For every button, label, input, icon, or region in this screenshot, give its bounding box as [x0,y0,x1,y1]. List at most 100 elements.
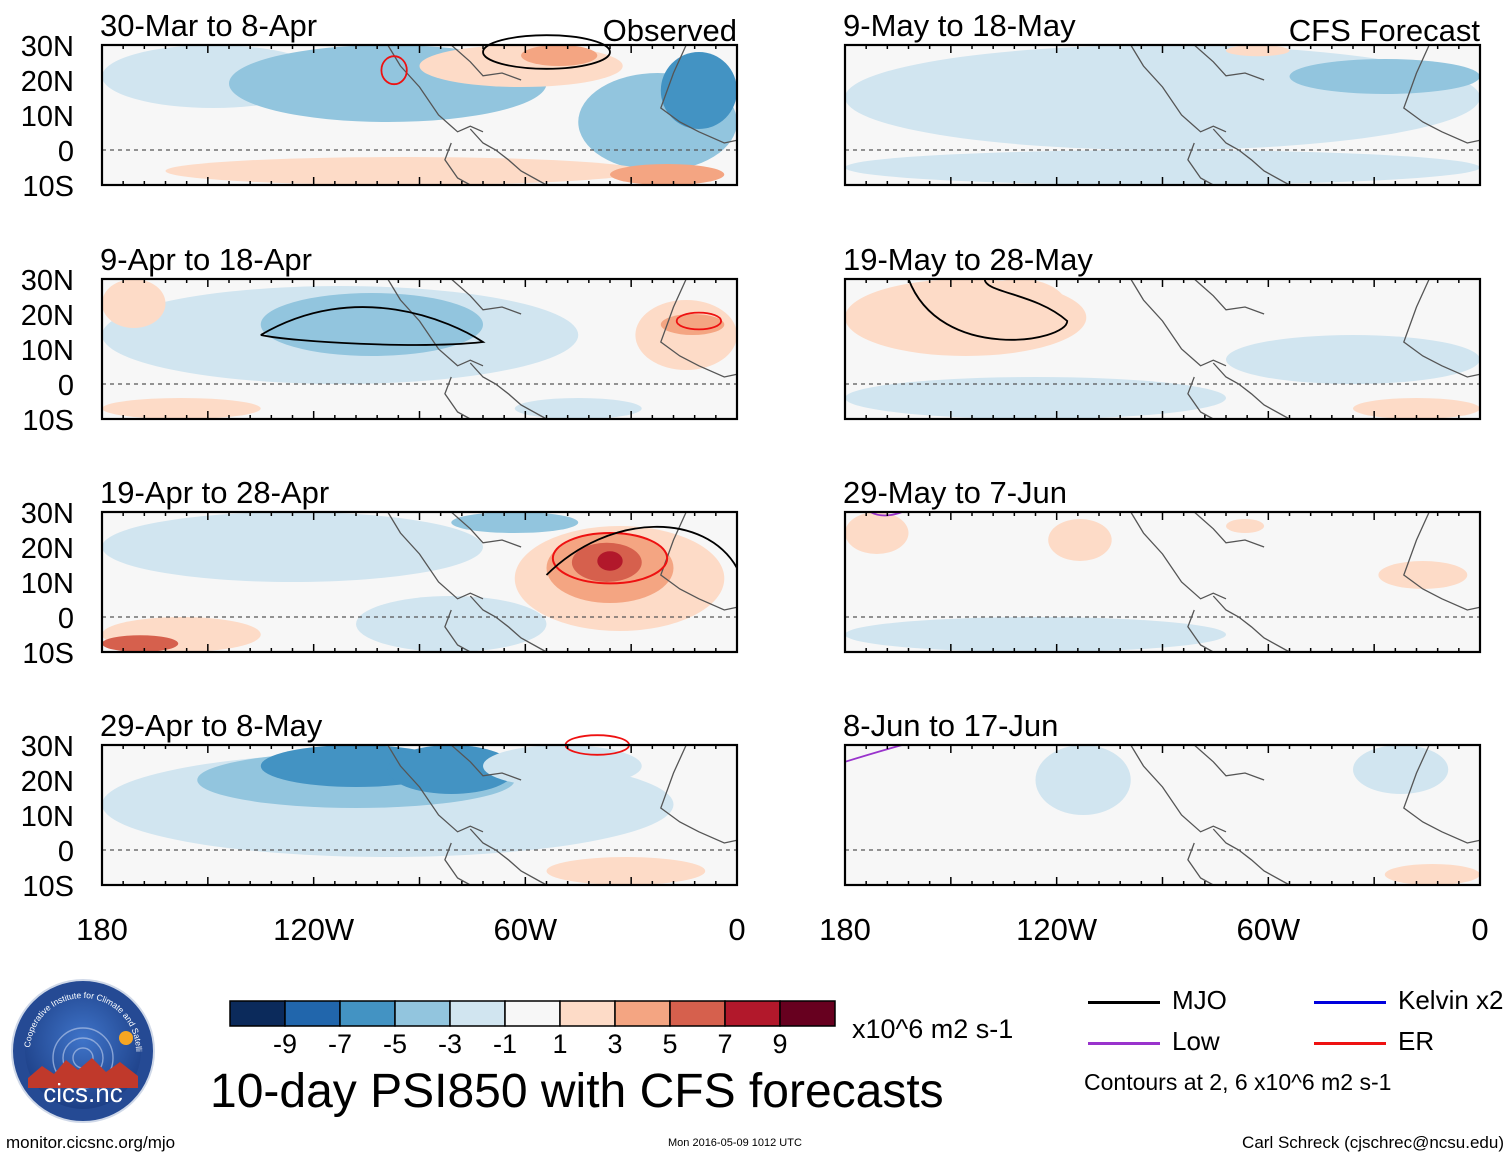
logo-text: cics.nc [43,1078,122,1108]
coastline [1187,609,1214,653]
panel-period: 19-Apr to 28-Apr [100,475,329,510]
colorbar-swatch [394,1000,451,1027]
coastline [1212,595,1290,653]
coastline [444,842,471,886]
coastline [1212,128,1290,186]
legend-label: ER [1398,1026,1435,1056]
colorbar-label: -1 [492,1029,518,1059]
colorbar-label: -3 [437,1029,463,1059]
colorbar-label: 5 [662,1029,678,1059]
colorbar-swatch [669,1000,726,1027]
coastline [387,744,484,833]
coastline [469,128,547,186]
anomaly-shading [1353,745,1449,794]
map-panel: 8-Jun to 17-Jun [843,708,1482,887]
lon-tick-label: 0 [728,912,745,947]
lat-tick-label: 10N [21,568,74,600]
lat-tick-label: 30N [21,31,74,63]
timestamp: Mon 2016-05-09 1012 UTC [668,1137,802,1149]
anomaly-shading [102,398,261,419]
coastline [1212,828,1290,886]
anomaly-shading [483,745,642,787]
coastline [450,278,522,315]
coastline [387,278,484,367]
panel-period: 30-Mar to 8-Apr [100,8,317,43]
lat-tick-label: 0 [58,603,74,635]
anomaly-shading [845,617,1226,652]
coastline [469,362,547,420]
colorbar-swatch [504,1000,561,1027]
anomaly-shading [597,551,623,571]
website-link[interactable]: monitor.cicsnc.org/mjo [6,1133,176,1152]
lat-tick-label: 10S [22,871,74,903]
colorbar-label: 3 [607,1029,623,1059]
coastline [1403,511,1481,611]
colorbar-swatch [724,1000,781,1027]
coastline [1193,744,1265,781]
coastline [1187,142,1214,186]
colorbar-label: -9 [272,1029,298,1059]
contour-note: Contours at 2, 6 x10^6 m2 s-1 [1084,1069,1392,1095]
anomaly-shading [660,52,738,129]
coastline [1130,511,1227,600]
lon-tick-label: 180 [76,912,128,947]
anomaly-shading [1384,864,1480,885]
coastline [1403,44,1481,144]
coastline [450,744,522,781]
coastline [1193,278,1265,315]
lat-tick-label: 0 [58,136,74,168]
legend-line [1088,1042,1160,1045]
coastline [1193,511,1265,548]
legend-label: Low [1172,1026,1220,1056]
coastline [1403,278,1481,378]
anomaly-shading [972,279,1068,335]
er-contour [551,532,669,585]
colorbar-label: -7 [327,1029,353,1059]
legend-line [1314,1001,1386,1004]
mjo-contour [482,34,611,70]
coastline [660,511,738,611]
anomaly-shading [1048,519,1112,561]
panel-period: 9-Apr to 18-Apr [100,242,312,277]
coastline [660,744,738,844]
colorbar-swatch [779,1000,836,1027]
coastline [1403,744,1481,844]
lon-tick-label: 60W [1236,912,1300,947]
lat-tick-label: 30N [21,731,74,763]
anomaly-shading [260,293,483,356]
figure-title: 10-day PSI850 with CFS forecasts [210,1065,944,1118]
coastline [1187,376,1214,420]
anomaly-shading [521,45,598,66]
coastline [444,609,471,653]
coastline [450,511,522,548]
colorbar-swatch [284,1000,341,1027]
colorbar-swatch [229,1000,286,1027]
lat-tick-label: 0 [58,370,74,402]
colorbar-label: 9 [772,1029,788,1059]
anomaly-shading [845,512,909,554]
coastline [469,828,547,886]
lat-tick-label: 20N [21,66,74,98]
colorbar-swatch [614,1000,671,1027]
coastline [660,44,738,144]
anomaly-shading [845,377,1226,419]
author-credit: Carl Schreck (cjschrec@ncsu.edu) [1242,1133,1504,1152]
lat-tick-label: 10S [22,638,74,670]
column-label: Observed [603,13,737,48]
colorbar-label: 1 [552,1029,568,1059]
anomaly-shading [1226,335,1480,384]
coastline [1130,744,1227,833]
lon-tick-label: 180 [819,912,871,947]
coastline [444,376,471,420]
coastline [1130,278,1227,367]
anomaly-shading [102,512,483,582]
anomaly-shading [387,745,515,794]
cics-logo: Cooperative Institute for Climate and Sa… [10,978,155,1123]
lon-tick-label: 60W [493,912,557,947]
map-panel: 9-May to 18-May CFS Forecast [843,8,1482,187]
panel-period: 29-May to 7-Jun [843,475,1067,510]
legend-label: MJO [1172,985,1227,1015]
